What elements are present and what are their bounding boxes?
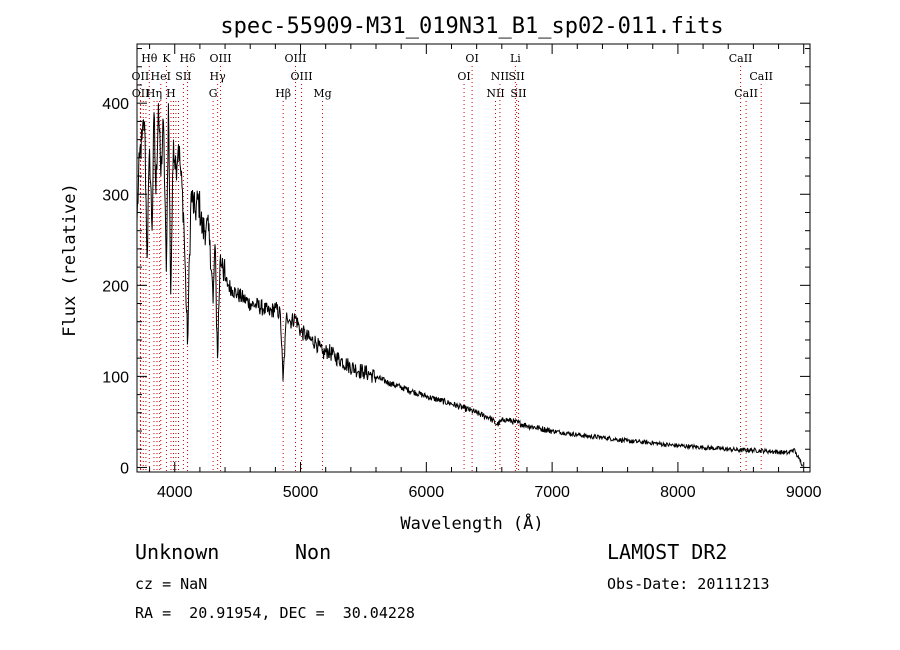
spectral-line-label: OIII (291, 70, 313, 83)
spectrum-line (136, 103, 803, 467)
spectral-line-label: HeI (151, 70, 171, 83)
spectral-line-label: Hθ (141, 52, 158, 65)
spectral-line-label: Hη (146, 87, 162, 100)
x-axis-label: Wavelength (Å) (400, 512, 543, 534)
x-tick-label: 7000 (534, 484, 570, 501)
y-tick-label: 300 (102, 187, 129, 204)
x-tick-label: 8000 (660, 484, 696, 501)
spectral-line-label: NII (486, 87, 504, 100)
survey-text: LAMOST DR2 (607, 540, 728, 564)
spectral-line-labels: Hθ K Hδ OIII OIII OI Li CaII OII HeI SII Hγ OIII OI NI… (132, 52, 773, 100)
y-axis-label: Flux (relative) (60, 183, 80, 337)
spectral-line-markers (139, 66, 762, 472)
y-axis-ticks: 0 100 200 300 400 (102, 48, 810, 477)
spectral-line-label: K (162, 52, 171, 65)
y-tick-label: 0 (120, 460, 129, 477)
spectral-line-label: OIII (209, 52, 231, 65)
y-tick-label: 100 (102, 369, 129, 386)
spectral-line-label: OII (132, 87, 150, 100)
cz-text: cz = NaN (135, 575, 208, 593)
spectral-line-label: SII (175, 70, 191, 83)
spectral-line-label: Hβ (275, 87, 291, 100)
spectral-line-label: SII (509, 70, 525, 83)
spectral-line-label: OIII (284, 52, 306, 65)
spectral-line-label: CaII (729, 52, 753, 65)
x-tick-label: 5000 (283, 484, 319, 501)
spectral-line-label: Hδ (179, 52, 196, 65)
plot-frame (136, 43, 811, 473)
x-axis-ticks: 4000 5000 6000 7000 8000 9000 (149, 44, 822, 501)
ra-dec-text: RA = 20.91954, DEC = 30.04228 (135, 604, 415, 622)
class-text: Unknown (135, 540, 220, 564)
subclass-text: Non (295, 540, 332, 564)
spectral-line-label: Mg (313, 87, 331, 100)
y-tick-label: 200 (102, 278, 129, 295)
spectral-line-label: Li (510, 52, 521, 65)
spectral-line-label: Hγ (210, 70, 227, 83)
obs-date-text: Obs-Date: 20111213 (607, 575, 770, 593)
spectral-line-label: NII (491, 70, 509, 83)
spectral-line-label: G (209, 87, 218, 100)
x-tick-label: 9000 (786, 484, 822, 501)
spectral-line-label: OII (132, 70, 150, 83)
spectral-line-label: H (166, 87, 176, 100)
spectral-line-label: SII (510, 87, 526, 100)
chart-title: spec-55909-M31_019N31_B1_sp02-011.fits (220, 14, 723, 39)
spectral-line-label: CaII (734, 87, 758, 100)
spectral-line-label: OI (457, 70, 470, 83)
spectral-line-label: CaII (749, 70, 773, 83)
spectral-line-label: OI (465, 52, 478, 65)
x-tick-label: 6000 (409, 484, 445, 501)
y-tick-label: 400 (102, 96, 129, 113)
x-tick-label: 4000 (157, 484, 193, 501)
